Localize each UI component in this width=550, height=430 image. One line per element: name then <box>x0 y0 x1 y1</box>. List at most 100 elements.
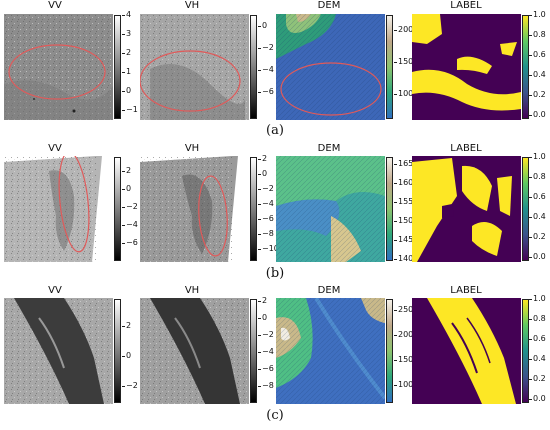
colorbar-label-a <box>522 15 529 119</box>
panel-title-dem-b: DEM <box>317 143 341 154</box>
tick: −4 <box>258 65 274 74</box>
tick: 250 <box>393 305 414 314</box>
tick: −6 <box>258 214 274 223</box>
tick: 0.0 <box>529 252 546 261</box>
tick: 0.8 <box>529 30 546 39</box>
panel-title-dem-a: DEM <box>317 0 341 11</box>
tick: 1 <box>121 67 132 76</box>
tick: 0 <box>257 169 268 178</box>
tick: 1.0 <box>529 294 546 303</box>
tick: 165 <box>393 159 414 168</box>
tick: 0.4 <box>529 212 546 221</box>
tick: −6 <box>258 87 274 96</box>
tick: 2 <box>257 296 268 305</box>
tick: 0.4 <box>529 70 546 79</box>
tick: 0.2 <box>529 232 546 241</box>
colorbar-label-c <box>522 299 529 403</box>
annotation-ellipse <box>140 50 241 112</box>
tick: 200 <box>393 25 414 34</box>
tick: 0.0 <box>529 110 546 119</box>
tick: 145 <box>393 235 414 244</box>
tick: −2 <box>122 202 138 211</box>
tick: 0.8 <box>529 314 546 323</box>
tick: 100 <box>393 380 414 389</box>
tick: −4 <box>122 220 138 229</box>
colorbar-vh-c <box>250 299 257 403</box>
tick: −4 <box>258 199 274 208</box>
tick: 0.6 <box>529 192 546 201</box>
tick: 140 <box>393 254 414 263</box>
tick: −1 <box>122 105 138 114</box>
panel-title-vh-a: VH <box>184 0 200 11</box>
panel-title-vh-b: VH <box>184 143 200 154</box>
dem-image-c <box>276 298 385 404</box>
tick: 0.6 <box>529 50 546 59</box>
panel-title-vh-c: VH <box>184 285 200 296</box>
tick: 2 <box>121 48 132 57</box>
colorbar-dem-c <box>386 299 393 403</box>
caption-a: (a) <box>266 123 284 138</box>
panel-title-label-a: LABEL <box>450 0 482 11</box>
tick: 0.0 <box>529 394 546 403</box>
tick: 100 <box>393 89 414 98</box>
tick: 3 <box>121 29 132 38</box>
annotation-ellipse <box>58 156 90 253</box>
tick: −2 <box>258 184 274 193</box>
dem-image-a <box>276 14 385 120</box>
tick: 150 <box>393 355 414 364</box>
tick: −2 <box>258 43 274 52</box>
tick: 0 <box>257 21 268 30</box>
caption-c: (c) <box>266 408 284 423</box>
dem-image-b <box>276 156 385 262</box>
tick: −6 <box>122 238 138 247</box>
colorbar-vv-b <box>114 157 121 261</box>
annotation-ellipse <box>280 62 382 116</box>
colorbar-vv-a <box>114 15 121 119</box>
vv-image-a <box>4 14 113 120</box>
caption-b: (b) <box>265 266 285 281</box>
colorbar-dem-b <box>386 157 393 261</box>
tick: 0.6 <box>529 334 546 343</box>
tick: 4 <box>121 10 132 19</box>
colorbar-vv-c <box>114 299 121 403</box>
panel-title-dem-c: DEM <box>317 285 341 296</box>
tick: −8 <box>258 229 274 238</box>
vh-image-a <box>140 14 249 120</box>
colorbar-vh-b <box>250 157 257 261</box>
colorbar-dem-a <box>386 15 393 119</box>
tick: 0 <box>121 86 132 95</box>
tick: 2 <box>121 166 132 175</box>
vh-image-b <box>140 156 249 262</box>
tick: 0 <box>257 313 268 322</box>
label-image-c <box>412 298 521 404</box>
tick: 200 <box>393 330 414 339</box>
tick: −6 <box>258 364 274 373</box>
tick: 160 <box>393 178 414 187</box>
tick: −4 <box>258 347 274 356</box>
label-image-a <box>412 14 521 120</box>
tick: 150 <box>393 57 414 66</box>
tick: 2 <box>257 154 268 163</box>
colorbar-label-b <box>522 157 529 261</box>
tick: 0.8 <box>529 172 546 181</box>
panel-title-label-c: LABEL <box>450 285 482 296</box>
tick: −2 <box>122 381 138 390</box>
tick: −2 <box>258 330 274 339</box>
panel-title-vv-c: VV <box>48 285 62 296</box>
tick: 1.0 <box>529 152 546 161</box>
panel-title-vv-a: VV <box>48 0 62 11</box>
panel-title-vv-b: VV <box>48 143 62 154</box>
label-image-b <box>412 156 521 262</box>
annotation-ellipse <box>198 175 228 257</box>
tick: 155 <box>393 197 414 206</box>
tick: 0 <box>121 351 132 360</box>
tick: 1.0 <box>529 10 546 19</box>
annotation-ellipse <box>8 44 106 100</box>
tick: 0.2 <box>529 90 546 99</box>
tick: 0.4 <box>529 354 546 363</box>
tick: 0 <box>121 184 132 193</box>
panel-title-label-b: LABEL <box>450 143 482 154</box>
vh-image-c <box>140 298 249 404</box>
tick: −10 <box>258 244 279 253</box>
